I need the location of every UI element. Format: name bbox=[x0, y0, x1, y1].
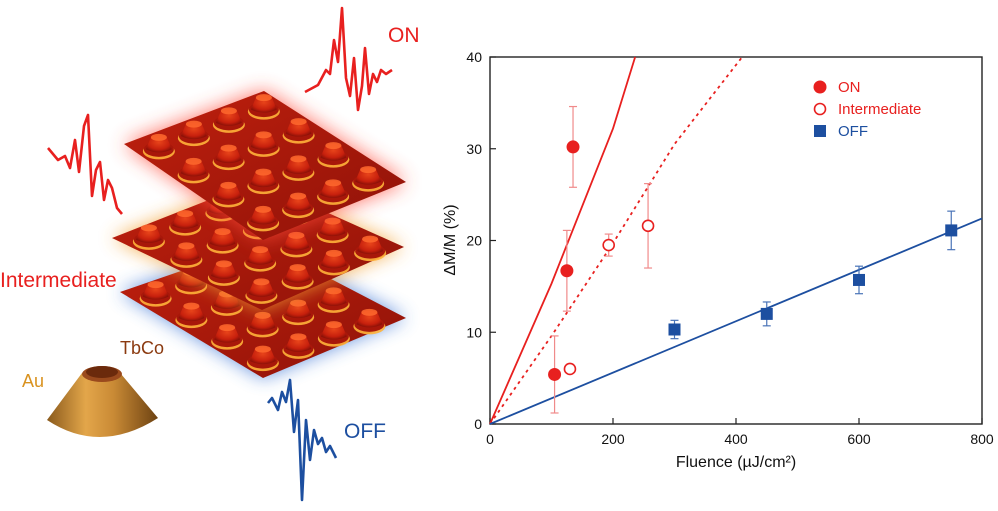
intermediate-waveform bbox=[47, 113, 123, 215]
top-layer-bumps bbox=[142, 94, 385, 232]
data-marks bbox=[548, 105, 958, 414]
off-data-point bbox=[853, 273, 865, 286]
nanocone-bump bbox=[247, 168, 280, 195]
nanocone-bump bbox=[212, 181, 245, 208]
nanocone-bump bbox=[280, 231, 313, 258]
nanocone-bump bbox=[142, 133, 175, 160]
nanocone-bump bbox=[352, 166, 385, 192]
nanocone-bump bbox=[282, 333, 315, 359]
y-tick-label: 20 bbox=[466, 233, 482, 249]
off-data-point bbox=[945, 224, 958, 237]
y-tick-label: 40 bbox=[466, 49, 482, 65]
nanocone-bump bbox=[282, 192, 315, 219]
x-tick-label: 600 bbox=[847, 431, 871, 447]
y-tick-label: 0 bbox=[474, 416, 482, 432]
on-fit-line bbox=[489, 56, 636, 425]
nanocone-bump bbox=[207, 260, 240, 286]
y-axis-label: ΔM/M (%) bbox=[442, 204, 459, 275]
nanocone-bump bbox=[317, 179, 350, 205]
nanocone-bump bbox=[211, 324, 244, 350]
nanocone-bump bbox=[317, 249, 350, 276]
x-tick-label: 0 bbox=[486, 431, 494, 447]
nanocone-bump bbox=[175, 302, 208, 329]
nanocone-bump bbox=[317, 142, 350, 168]
x-tick-label: 400 bbox=[724, 431, 748, 447]
au-label: Au bbox=[22, 371, 44, 391]
off-wave-label: OFF bbox=[344, 420, 386, 443]
nanocone-bump bbox=[177, 157, 210, 184]
nanocone-bump bbox=[212, 144, 245, 171]
metasurface-illustration: ON Intermediate OFF Au TbCo bbox=[0, 6, 420, 502]
nanocone-bump bbox=[245, 278, 278, 304]
nanocone-bump bbox=[247, 94, 280, 120]
nanocone-bump bbox=[132, 224, 165, 250]
nanocone-bump bbox=[246, 345, 279, 372]
off-fit-line bbox=[489, 217, 983, 425]
intermediate-legend-label: Intermediate bbox=[838, 101, 921, 118]
intermediate-legend-marker bbox=[813, 102, 827, 116]
on-legend-marker bbox=[813, 80, 827, 94]
nanocone-bump bbox=[281, 264, 314, 290]
nanocone-bump bbox=[282, 118, 315, 144]
x-axis-label: Fluence (µJ/cm²) bbox=[676, 454, 796, 471]
on-data-point bbox=[560, 264, 574, 278]
axis-ticks: 0 200 400 600 800 0 10 20 30 40 bbox=[466, 49, 993, 447]
tbco-label: TbCo bbox=[120, 338, 164, 358]
intermediate-wave-label: Intermediate bbox=[0, 269, 117, 292]
on-legend-label: ON bbox=[838, 79, 861, 96]
off-data-point bbox=[668, 323, 681, 336]
nanocone-bump bbox=[317, 321, 350, 347]
off-legend-marker bbox=[814, 125, 826, 137]
nanocone-bump bbox=[169, 210, 202, 236]
nanocone-bump bbox=[353, 308, 386, 335]
on-waveform bbox=[304, 6, 393, 112]
nanocone-bump bbox=[316, 217, 349, 244]
off-legend-label: OFF bbox=[838, 123, 868, 140]
legend: ON Intermediate OFF bbox=[813, 79, 921, 140]
nanocone-bump bbox=[206, 228, 239, 254]
off-data-point bbox=[760, 307, 773, 320]
nanocone-bump bbox=[247, 131, 280, 157]
au-tbco-cone bbox=[47, 366, 158, 438]
intermediate-data-point bbox=[563, 362, 577, 376]
on-data-point bbox=[566, 140, 580, 154]
intermediate-data-point bbox=[641, 219, 655, 233]
nanocone-bump bbox=[244, 246, 277, 272]
nanocone-bump bbox=[212, 107, 245, 133]
nanocone-bump bbox=[282, 155, 315, 181]
y-tick-label: 30 bbox=[466, 141, 482, 157]
on-wave-label: ON bbox=[388, 24, 420, 47]
nanocone-bump bbox=[139, 281, 172, 307]
x-tick-label: 200 bbox=[601, 431, 625, 447]
y-tick-label: 10 bbox=[466, 324, 482, 340]
on-data-point bbox=[548, 367, 562, 381]
off-waveform bbox=[266, 378, 338, 502]
nanocone-bump bbox=[170, 242, 203, 268]
fluence-chart: 0 200 400 600 800 0 10 20 30 40 ON Intermediate OFF… bbox=[442, 49, 994, 471]
nanocone-bump bbox=[317, 287, 350, 313]
intermediate-fit-line bbox=[489, 56, 743, 425]
nanocone-bump bbox=[282, 299, 315, 326]
nanocone-bump bbox=[246, 311, 279, 338]
nanocone-bump bbox=[247, 205, 280, 232]
x-tick-label: 800 bbox=[970, 431, 994, 447]
nanocone-bump bbox=[177, 120, 210, 147]
nanocone-bump bbox=[354, 235, 387, 262]
intermediate-data-point bbox=[602, 238, 615, 252]
middle-layer-bumps bbox=[132, 181, 387, 304]
